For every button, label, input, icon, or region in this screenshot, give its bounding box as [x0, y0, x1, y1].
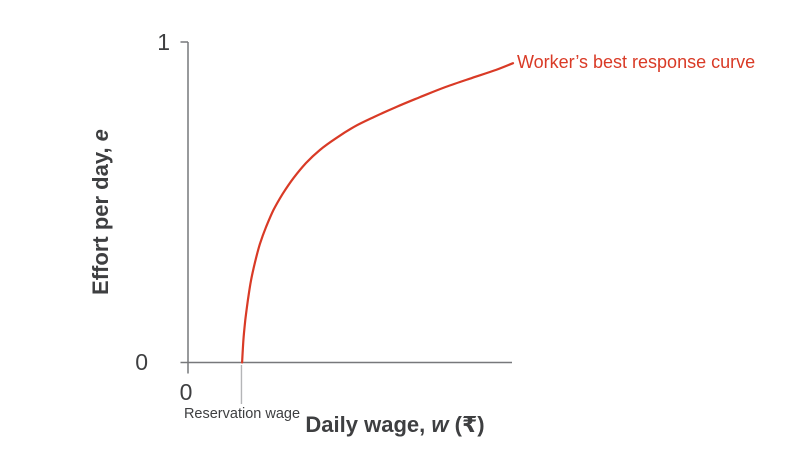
x-axis-title: Daily wage, w (₹) [255, 412, 535, 438]
y-axis-tick-label-0: 0 [135, 349, 148, 375]
x-axis-title-unit: (₹) [448, 412, 485, 437]
x-axis-title-variable: w [431, 412, 449, 437]
x-axis-origin-label: 0 [179, 379, 193, 405]
y-axis-title: Effort per day, e [88, 129, 114, 295]
y-axis-tick-label-1: 1 [157, 29, 170, 55]
x-axis-title-text: Daily wage, [305, 412, 432, 437]
y-axis-title-text: Effort per day, [88, 141, 113, 295]
y-axis-title-variable: e [88, 129, 113, 142]
curve-annotation: Worker’s best response curve [517, 52, 756, 72]
reservation-wage-label: Reservation wage [183, 406, 301, 422]
best-response-curve [241, 62, 515, 364]
